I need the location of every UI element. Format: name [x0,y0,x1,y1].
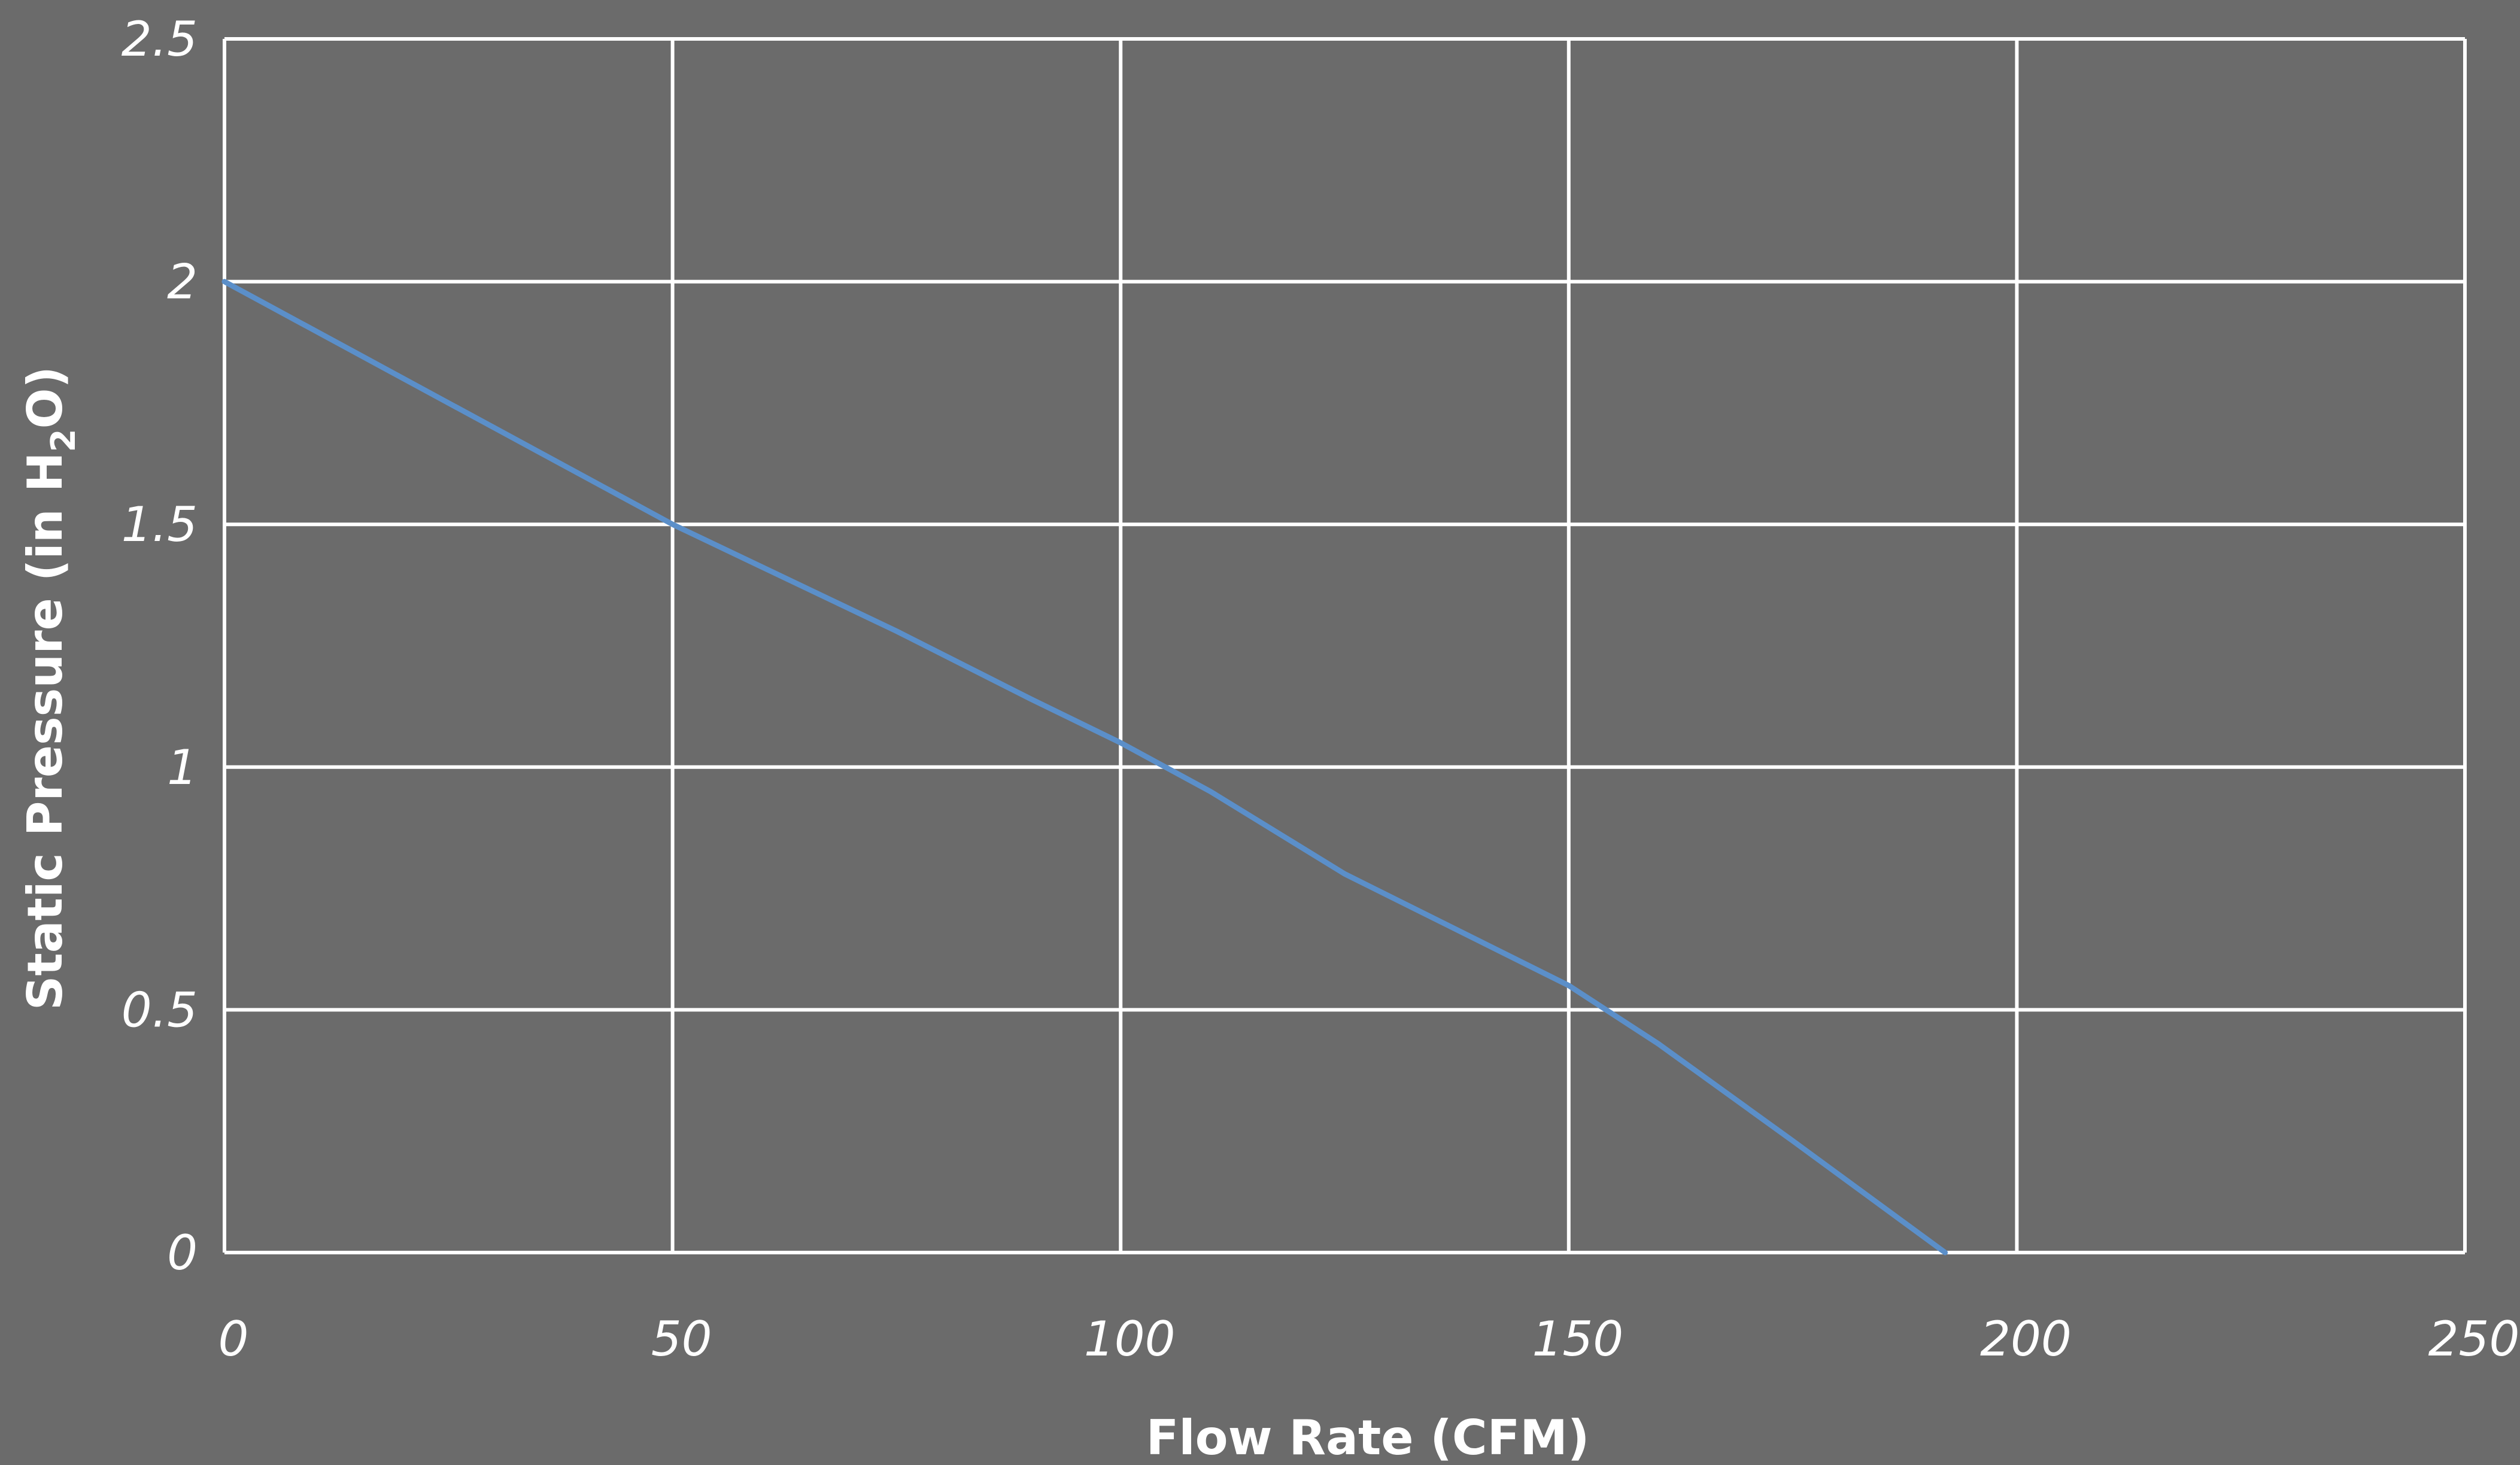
y-axis-title-end: O) [17,366,73,429]
x-tick-label: 50 [651,1311,712,1367]
y-tick-label: 2.5 [122,11,198,67]
y-tick-label: 1.5 [122,497,198,552]
grid [223,37,2467,1254]
x-tick-label: 150 [1532,1311,1623,1367]
x-tick-label: 100 [1084,1311,1176,1367]
x-tick-labels: 0 50 100 150 200 250 [218,1311,2520,1367]
y-axis-title-subscript: 2 [44,428,83,452]
y-tick-label: 0 [167,1225,198,1281]
series-layer [221,279,1948,1256]
x-tick-label: 0 [218,1311,249,1367]
y-tick-label: 0.5 [122,982,198,1038]
y-tick-label: 1 [167,740,198,795]
x-axis-title: Flow Rate (CFM) [1146,1410,1590,1465]
y-tick-label: 2 [167,254,198,310]
x-tick-label: 200 [1980,1311,2072,1367]
x-tick-label: 250 [2428,1311,2520,1367]
pressure-curve-line [221,279,1948,1256]
y-axis-title: Static Pressure (in H2O) [17,366,83,1010]
y-axis-title-main: Static Pressure (in H [17,452,73,1010]
y-tick-labels: 0 0.5 1 1.5 2 2.5 [122,11,198,1281]
